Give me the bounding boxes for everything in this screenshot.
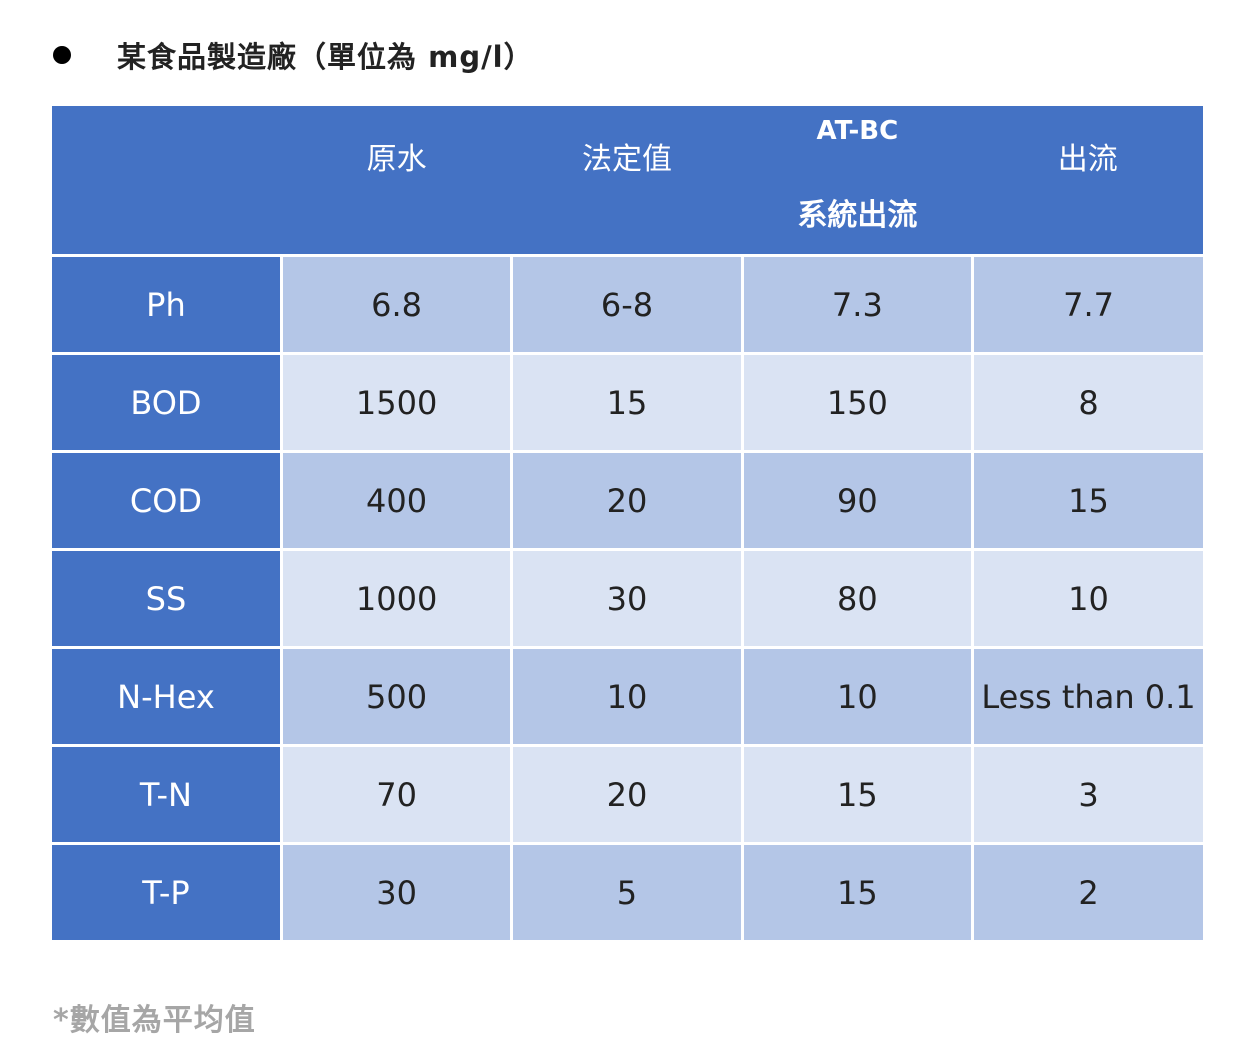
header-corner bbox=[52, 106, 282, 257]
table-cell: 7.3 bbox=[740, 254, 975, 355]
table-cell: 150 bbox=[740, 352, 975, 453]
table-cell: 3 bbox=[971, 744, 1203, 845]
header-atbc-line2: 系統出流 bbox=[797, 198, 918, 233]
row-label: Ph bbox=[52, 254, 283, 355]
table-cell: 80 bbox=[740, 548, 975, 649]
table-cell: 6.8 bbox=[279, 254, 514, 355]
table-row: T-N 70 20 15 3 bbox=[52, 744, 1203, 845]
row-label: COD bbox=[52, 450, 283, 551]
table-row: T-P 30 5 15 2 bbox=[52, 842, 1203, 940]
table-cell: 10 bbox=[510, 646, 744, 747]
table-cell: 30 bbox=[279, 842, 514, 940]
table-cell: 15 bbox=[971, 450, 1203, 551]
table-cell: 400 bbox=[279, 450, 514, 551]
header-atbc-outflow: AT-BC 系統出流 bbox=[742, 106, 973, 257]
table-row: COD 400 20 90 15 bbox=[52, 450, 1203, 551]
header-legal-value: 法定值 bbox=[511, 106, 743, 257]
water-quality-table: 原水 法定值 AT-BC 系統出流 出流 Ph 6.8 6-8 7.3 7.7 … bbox=[52, 106, 1203, 940]
table-cell: 70 bbox=[279, 744, 514, 845]
row-label: N-Hex bbox=[52, 646, 283, 747]
row-label: T-N bbox=[52, 744, 283, 845]
table-row: N-Hex 500 10 10 Less than 0.1 bbox=[52, 646, 1203, 747]
table-cell: 5 bbox=[510, 842, 744, 940]
table-cell: 8 bbox=[971, 352, 1203, 453]
table-header-row: 原水 法定值 AT-BC 系統出流 出流 bbox=[52, 106, 1203, 257]
table-cell: 20 bbox=[510, 450, 744, 551]
table-cell: 90 bbox=[740, 450, 975, 551]
table-cell: 6-8 bbox=[510, 254, 744, 355]
table-cell: 10 bbox=[740, 646, 975, 747]
header-raw-water: 原水 bbox=[281, 106, 512, 257]
table-cell: 2 bbox=[971, 842, 1203, 940]
table-cell: 500 bbox=[279, 646, 514, 747]
row-label: BOD bbox=[52, 352, 283, 453]
table-cell: 20 bbox=[510, 744, 744, 845]
table-cell: Less than 0.1 bbox=[971, 646, 1203, 747]
table-cell: 15 bbox=[740, 842, 975, 940]
table-row: BOD 1500 15 150 8 bbox=[52, 352, 1203, 453]
table-cell: 7.7 bbox=[971, 254, 1203, 355]
table-cell: 10 bbox=[971, 548, 1203, 649]
header-outflow: 出流 bbox=[972, 106, 1203, 257]
table-row: SS 1000 30 80 10 bbox=[52, 548, 1203, 649]
table-cell: 1500 bbox=[279, 352, 514, 453]
table-cell: 30 bbox=[510, 548, 744, 649]
page-title: 某食品製造廠（單位為 mg/l） bbox=[53, 30, 534, 80]
table-cell: 15 bbox=[510, 352, 744, 453]
footnote: *數值為平均值 bbox=[53, 1003, 256, 1038]
page-title-text: 某食品製造廠（單位為 mg/l） bbox=[117, 40, 534, 74]
row-label: T-P bbox=[52, 842, 283, 940]
table-cell: 1000 bbox=[279, 548, 514, 649]
header-atbc-line1: AT-BC bbox=[816, 116, 899, 146]
row-label: SS bbox=[52, 548, 283, 649]
bullet-icon bbox=[53, 46, 71, 64]
table-row: Ph 6.8 6-8 7.3 7.7 bbox=[52, 254, 1203, 355]
table-cell: 15 bbox=[740, 744, 975, 845]
